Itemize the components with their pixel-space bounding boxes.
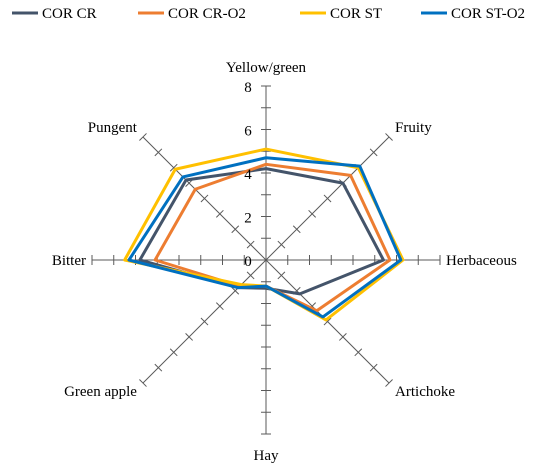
category-label-hay: Hay [254,448,279,464]
axis-tick [277,271,286,280]
series-line-cor-cr [138,167,385,296]
legend: COR CR COR CR-O2 COR ST COR ST-O2 [12,6,525,22]
radar-labels: 0 2 4 6 8 Yellow/green Fruity Herbaceous Articho… [52,60,517,464]
category-label-herbaceous: Herbaceous [446,253,517,269]
tick-label: 2 [244,211,252,227]
axis-tick [308,209,317,218]
axis-tick [231,286,240,295]
tick-label: 4 [244,167,252,183]
axis-tick [200,194,209,203]
series-line-cor-st [123,147,405,322]
axis-tick [139,379,147,387]
axis-tick [215,302,224,311]
category-label-fruity: Fruity [395,120,432,136]
category-label-pungent: Pungent [88,120,138,136]
axis-tick [154,148,163,157]
axis-tick [277,240,286,249]
radar-axes [91,85,441,435]
legend-label-cor-st: COR ST [330,6,382,22]
axis-tick [246,240,255,249]
legend-label-cor-cr-o2: COR CR-O2 [168,6,246,22]
category-label-artichoke: Artichoke [395,384,455,400]
axis-tick [154,363,163,372]
axis-tick [323,194,332,203]
axis-tick [339,333,347,341]
axis-tick [369,363,378,372]
axis-tick [292,225,301,234]
tick-label: 0 [244,254,252,270]
axis-tick [169,163,178,172]
axis-tick [139,133,147,141]
tick-label: 8 [244,80,252,96]
legend-label-cor-cr: COR CR [42,6,97,22]
legend-label-cor-st-o2: COR ST-O2 [451,6,525,22]
axis-tick [200,317,209,326]
category-label-bitter: Bitter [52,253,86,269]
axis-tick [323,317,332,326]
axis-tick [385,133,393,141]
axis-tick [169,348,178,357]
tick-label: 6 [244,124,252,140]
axis-tick [246,271,255,280]
category-label-green-apple: Green apple [64,384,137,400]
radar-series [123,147,405,322]
axis-tick [369,148,378,157]
axis-tick [215,209,224,218]
axis-tick [185,333,193,341]
axis-tick [354,348,363,357]
category-label-yellow-green: Yellow/green [226,60,307,76]
series-line-cor-st-o2 [127,156,403,319]
axis-tick [385,379,393,387]
axis-tick [231,225,240,234]
